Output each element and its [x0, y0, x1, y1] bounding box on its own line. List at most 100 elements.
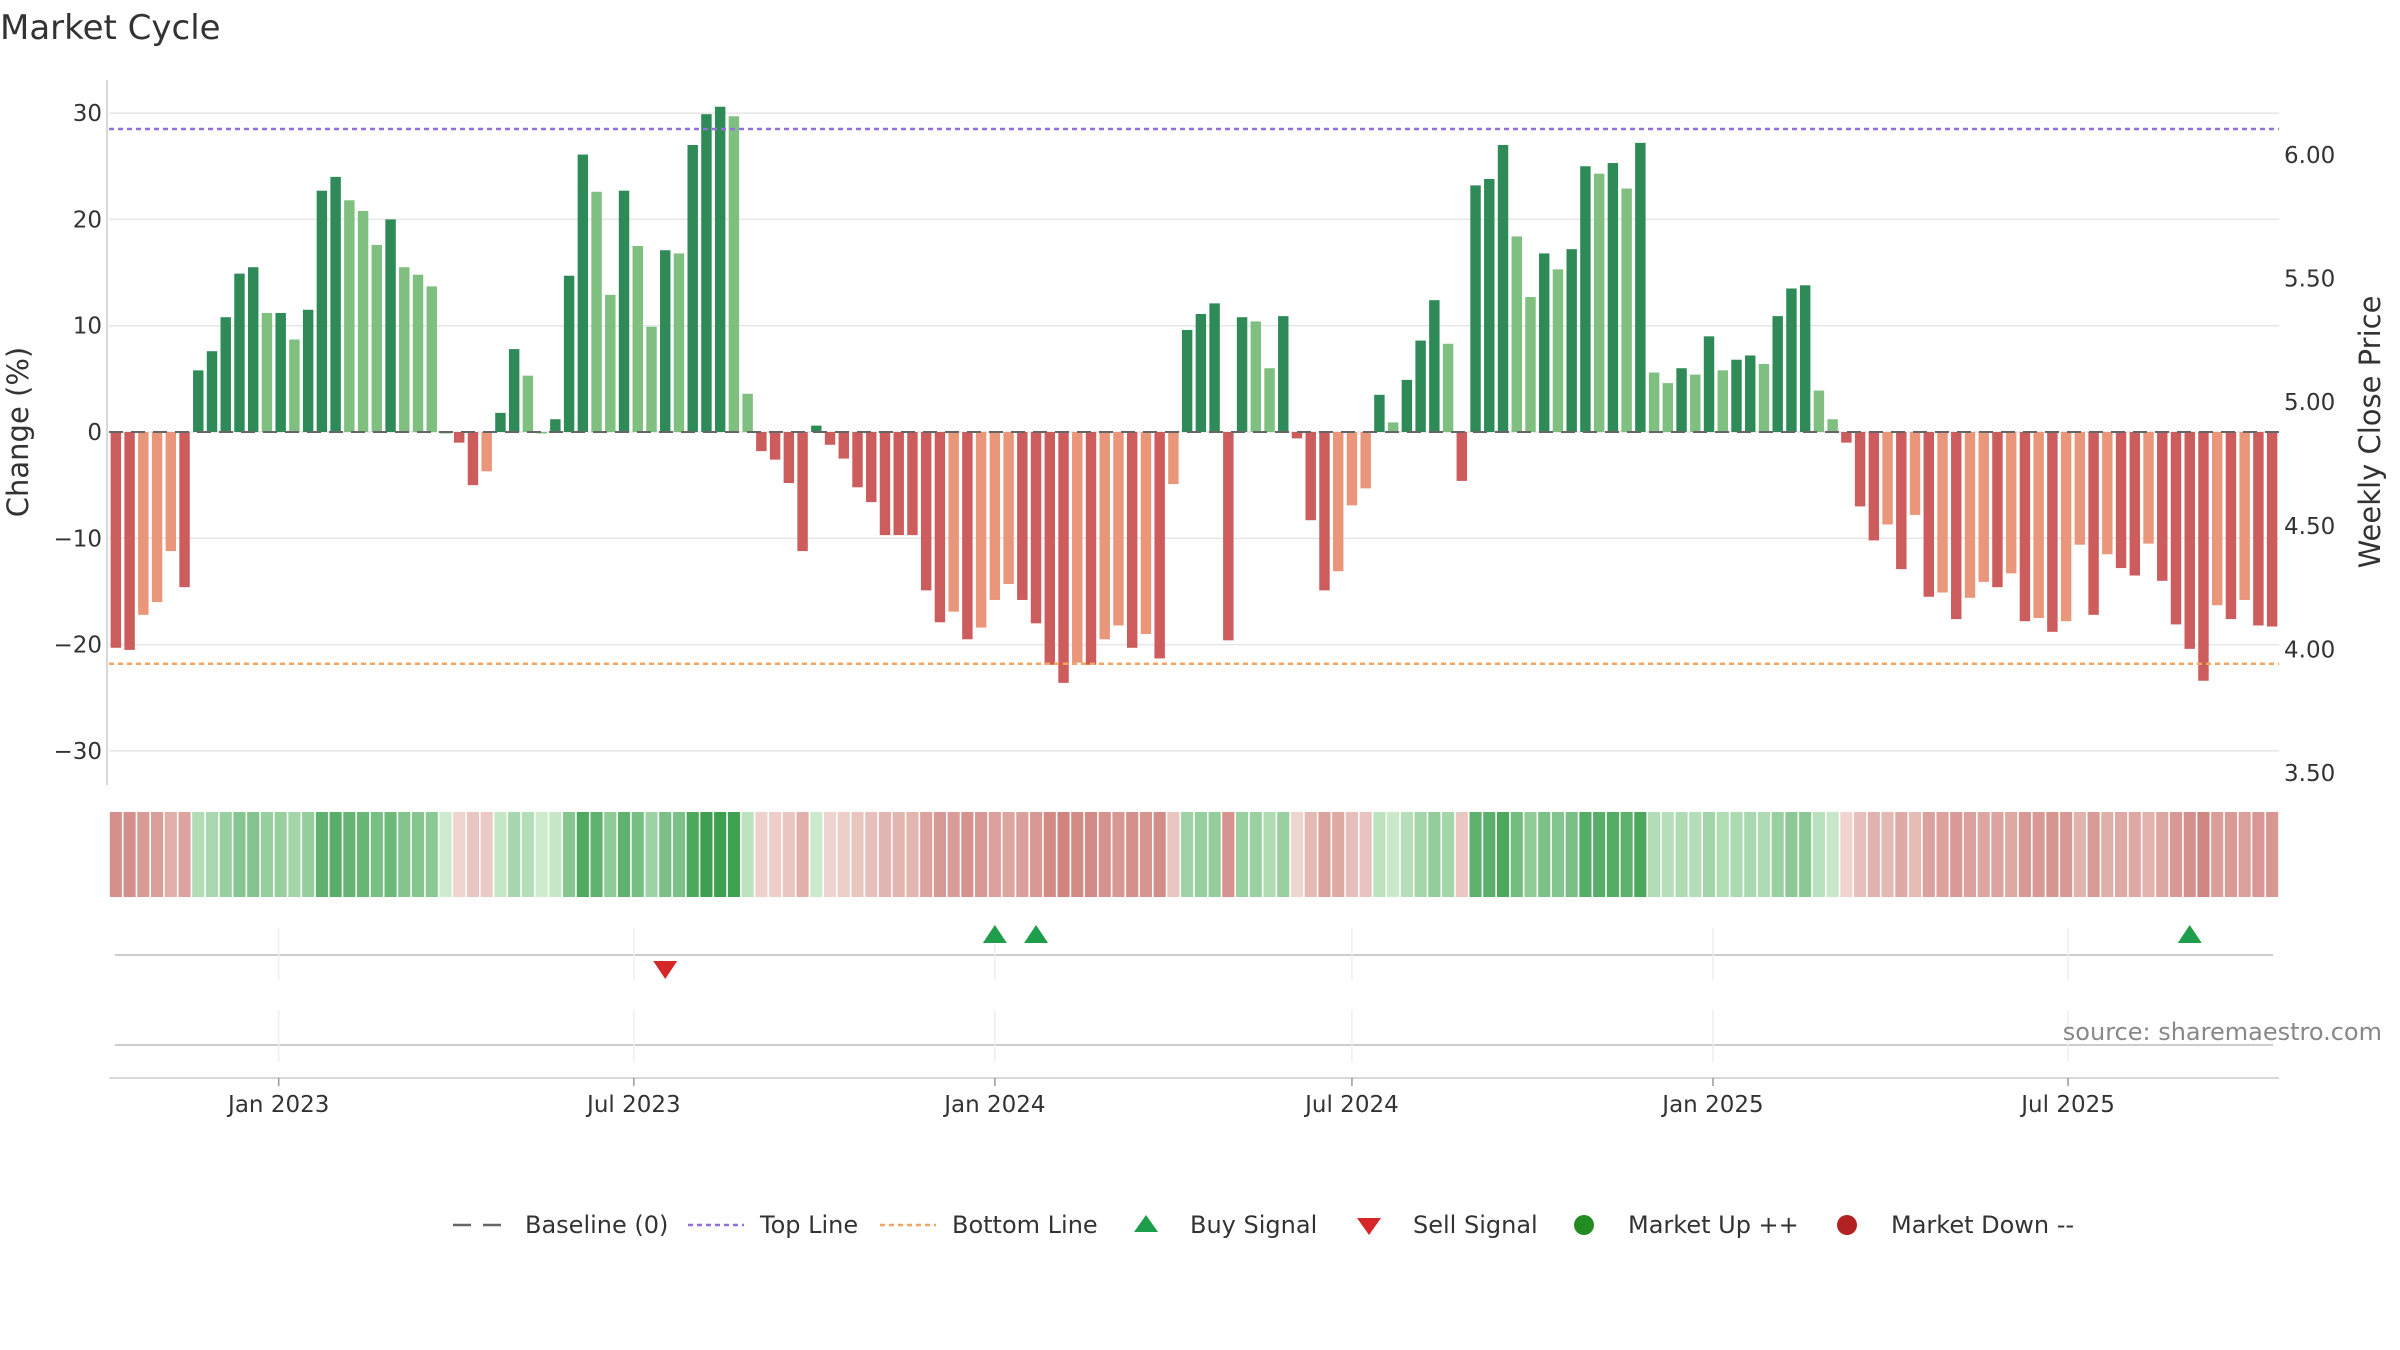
- heat-cell: [508, 812, 521, 897]
- legend-item-buy: Buy Signal: [1134, 1211, 1317, 1239]
- heat-cell: [453, 812, 466, 897]
- legend-item-up: Market Up ++: [1574, 1211, 1799, 1239]
- change-bar: [1209, 303, 1220, 432]
- heat-cell: [288, 812, 301, 897]
- change-bar: [1470, 185, 1481, 432]
- change-bar: [975, 432, 987, 628]
- change-bar: [1181, 329, 1193, 432]
- change-bar: [1731, 359, 1742, 432]
- change-bar: [467, 432, 479, 486]
- change-bar: [934, 432, 946, 623]
- y-axis-label: Change (%): [1, 347, 35, 517]
- change-bar: [357, 210, 369, 432]
- heat-cell: [2169, 812, 2183, 897]
- legend-swatch: [1357, 1218, 1381, 1235]
- change-bar: [1168, 432, 1179, 485]
- heat-cell: [384, 812, 397, 897]
- legend-label: Sell Signal: [1413, 1211, 1538, 1239]
- heat-cell: [1510, 812, 1523, 897]
- change-bar: [1346, 432, 1358, 506]
- heat-cell: [1084, 812, 1098, 897]
- heat-cell: [1029, 812, 1043, 897]
- heat-cell: [2101, 812, 2114, 897]
- heat-cell: [1620, 812, 1633, 897]
- heat-cell: [425, 812, 438, 897]
- change-bar: [385, 219, 396, 432]
- signal-panel: [109, 925, 2279, 1079]
- legend: Baseline (0) Top Line Bottom Line Buy Signa…: [453, 1211, 2074, 1239]
- reference-lines: [109, 127, 2279, 665]
- heat-cell: [480, 812, 493, 897]
- legend-label: Bottom Line: [952, 1211, 1098, 1239]
- legend-label: Top Line: [759, 1211, 858, 1239]
- change-bar: [1992, 432, 2003, 588]
- change-bar: [508, 349, 520, 432]
- heat-cell: [878, 812, 892, 897]
- heat-cell: [1153, 812, 1166, 897]
- market-heat-strip: [109, 812, 2279, 897]
- change-bar: [701, 114, 712, 433]
- change-bar: [1951, 432, 1962, 620]
- heat-cell: [233, 812, 246, 897]
- y-tick-label: −30: [53, 739, 102, 765]
- heat-cell: [1634, 812, 1647, 897]
- change-bar: [673, 253, 685, 432]
- change-bar: [289, 339, 300, 432]
- heat-cell: [1304, 812, 1317, 897]
- heat-cell: [164, 812, 177, 897]
- heat-cell: [109, 812, 122, 897]
- x-tick-label: Jan 2023: [226, 1092, 329, 1118]
- change-bar: [1978, 432, 1989, 582]
- heat-cell: [521, 812, 534, 897]
- heat-cell: [1098, 812, 1111, 897]
- heat-cell: [727, 812, 740, 897]
- heat-cell: [1373, 812, 1386, 897]
- heat-cell: [686, 812, 699, 897]
- y-tick-label: 30: [73, 101, 102, 127]
- legend-label: Baseline (0): [525, 1211, 668, 1239]
- change-bar: [495, 412, 506, 432]
- change-bar: [1126, 432, 1138, 648]
- heat-cell: [2238, 812, 2251, 897]
- heat-cell: [851, 812, 864, 897]
- change-bar: [344, 200, 355, 432]
- heat-cell: [466, 812, 480, 897]
- heat-cell: [1112, 812, 1125, 897]
- heat-cell: [604, 812, 617, 897]
- change-bar: [330, 176, 341, 432]
- heat-cell: [1057, 812, 1070, 897]
- heat-cell: [1757, 812, 1771, 897]
- y2-axis-label: Weekly Close Price: [2353, 296, 2387, 569]
- heat-cell: [1524, 812, 1537, 897]
- change-bar: [866, 432, 877, 503]
- heat-cell: [549, 812, 562, 897]
- heat-cell: [1139, 812, 1152, 897]
- heat-cell: [2005, 812, 2018, 897]
- heat-cell: [1963, 812, 1977, 897]
- change-bar: [124, 432, 135, 650]
- change-bar: [2157, 432, 2168, 581]
- change-bar: [920, 432, 932, 591]
- legend-label: Market Up ++: [1628, 1211, 1799, 1239]
- heat-cell: [1606, 812, 1619, 897]
- heat-cell: [535, 812, 548, 897]
- change-bar: [454, 432, 465, 443]
- heat-cell: [1400, 812, 1413, 897]
- heat-cell: [700, 812, 713, 897]
- change-bar: [302, 309, 314, 432]
- change-bar: [632, 245, 643, 432]
- heat-cell: [1043, 812, 1056, 897]
- heat-cell: [2087, 812, 2100, 897]
- heat-cell: [1387, 812, 1400, 897]
- y2-tick-label: 3.50: [2284, 761, 2335, 787]
- heat-cell: [329, 812, 342, 897]
- heat-cell: [1469, 812, 1482, 897]
- heat-cell: [1950, 812, 1963, 897]
- heat-cell: [1771, 812, 1784, 897]
- heat-cell: [2252, 812, 2265, 897]
- heat-cell: [315, 812, 328, 897]
- y2-tick-label: 5.50: [2284, 267, 2335, 293]
- heat-cell: [1167, 812, 1180, 897]
- heat-cell: [1744, 812, 1757, 897]
- heat-cell: [590, 812, 603, 897]
